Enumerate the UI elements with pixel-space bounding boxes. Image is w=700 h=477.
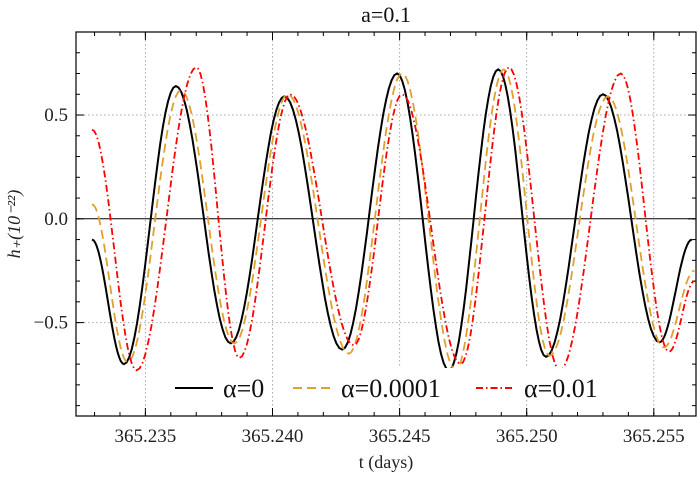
y-tick-label: 0.0 <box>44 209 68 230</box>
x-tick-label: 365.235 <box>115 426 177 447</box>
legend-background <box>289 368 459 398</box>
series-line-dashed <box>91 68 695 372</box>
series-line-dashdot <box>91 66 695 372</box>
legend-label: α=0.0001 <box>341 374 441 403</box>
chart-title: a=0.1 <box>361 2 411 27</box>
y-tick-label: −0.5 <box>34 313 68 334</box>
legend: α=0 α=0.0001 α=0.01 <box>171 368 602 403</box>
x-tick-label: 365.245 <box>369 426 431 447</box>
y-tick-label: 0.5 <box>44 105 68 126</box>
y-axis-title: h₊(10⁻²²) <box>4 190 25 259</box>
x-tick-label: 365.250 <box>496 426 558 447</box>
legend-background <box>472 368 602 398</box>
legend-background <box>171 368 251 398</box>
legend-label: α=0 <box>223 374 264 403</box>
x-tick-label: 365.240 <box>242 426 304 447</box>
x-tick-label: 365.255 <box>623 426 685 447</box>
x-axis-title: t (days) <box>359 452 413 473</box>
ticks: 365.235 365.240 365.245 365.250 365.255 −0.5 0… <box>34 31 696 447</box>
grid <box>76 32 696 416</box>
plot-frame <box>75 31 697 417</box>
legend-label: α=0.01 <box>524 374 598 403</box>
series-group <box>91 66 695 372</box>
series-line-solid <box>91 68 693 372</box>
